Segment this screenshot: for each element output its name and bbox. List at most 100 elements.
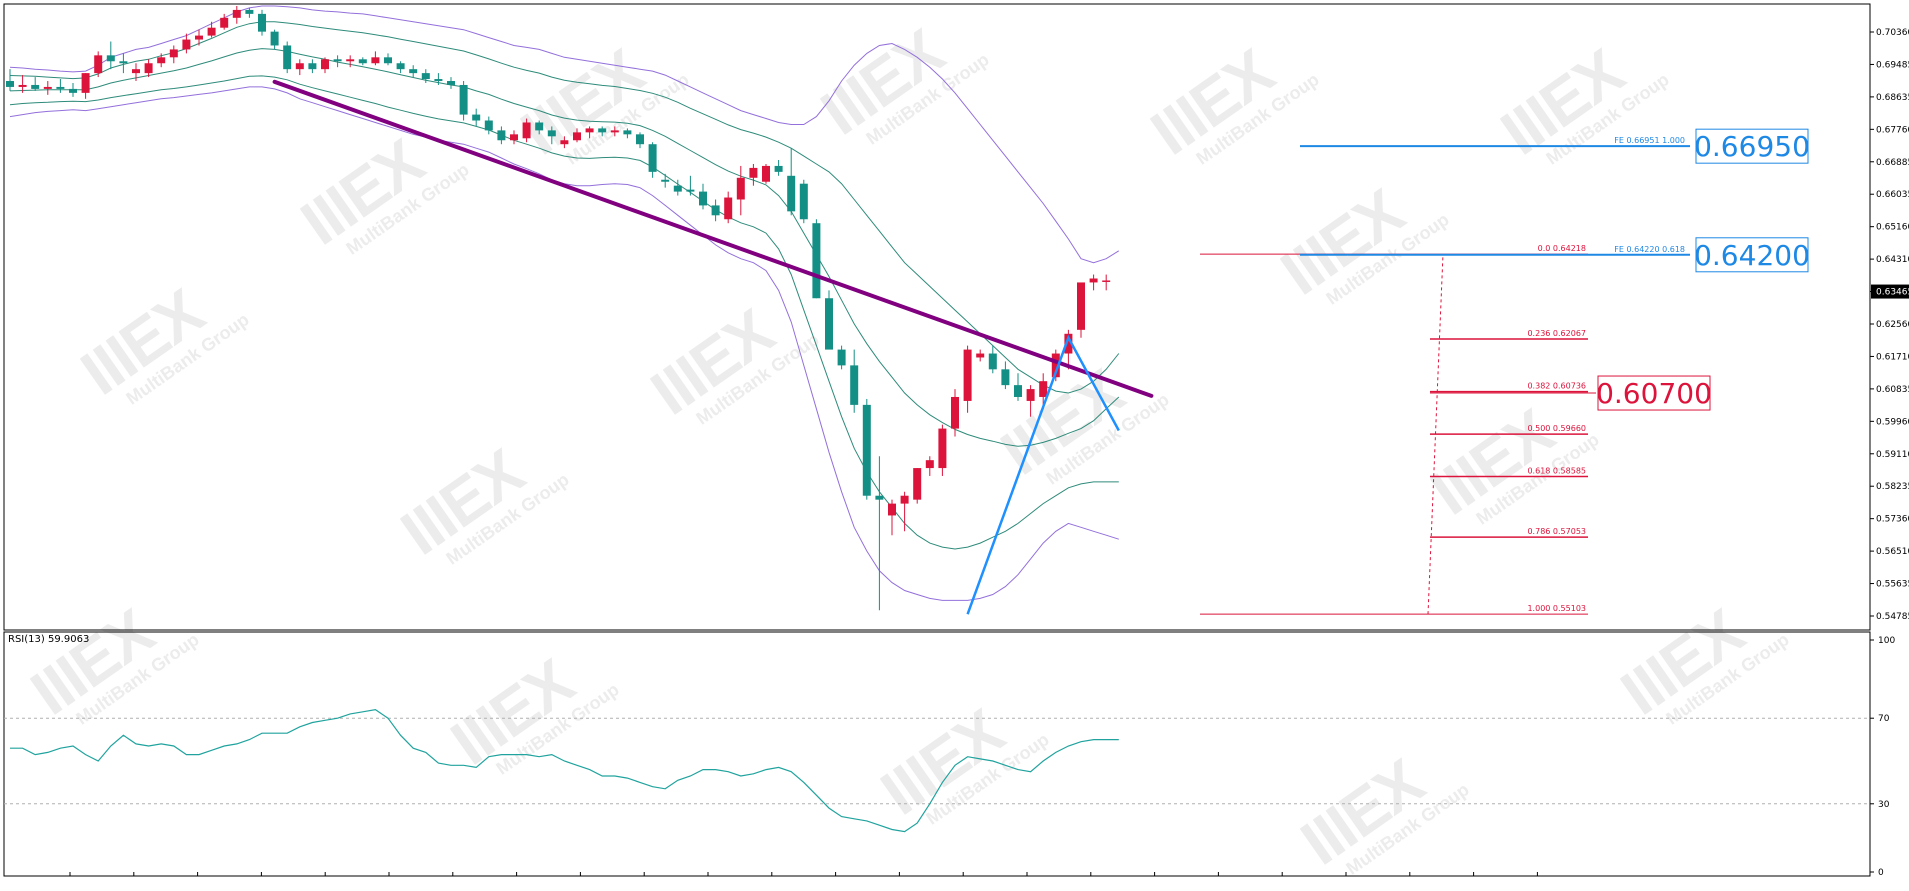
candle-body (421, 73, 430, 80)
zigzag-line (966, 334, 1120, 615)
candle-body (396, 63, 405, 70)
candle-body (900, 495, 909, 504)
rsi-panel (4, 708, 1870, 833)
price-axis-label: 0.58235 (1876, 482, 1909, 492)
candle-body (648, 144, 657, 172)
candle-body (837, 349, 846, 366)
bollinger-bands (9, 5, 1120, 601)
candle-body (409, 69, 418, 74)
price-callout-box (1695, 237, 1809, 273)
candle-body (295, 63, 304, 70)
fe-level-label: FE 0.64220 0.618 (1614, 245, 1685, 254)
candle-body (925, 460, 934, 469)
rsi-axis-label: 70 (1878, 714, 1890, 724)
price-callout-text: 0.64200 (1694, 239, 1810, 272)
candle-body (1102, 280, 1111, 282)
price-axis-label: 0.63465 (1876, 288, 1909, 298)
candle-body (774, 165, 783, 172)
candle-body (459, 84, 468, 115)
price-callout-box (1695, 128, 1809, 164)
candle-body (686, 189, 695, 192)
candle-body (963, 349, 972, 401)
candle-body (762, 165, 770, 182)
candle-body (636, 134, 644, 145)
trendline (272, 79, 1154, 398)
rsi-line (10, 708, 1119, 833)
candle-body (119, 61, 128, 64)
rsi-axis-label: 30 (1878, 800, 1890, 810)
candle-body (358, 59, 367, 64)
candle-body (913, 468, 922, 500)
price-callout-box (1597, 375, 1711, 411)
candle-body (169, 49, 178, 58)
candle-body (94, 55, 103, 74)
candle-body (825, 298, 833, 350)
candle-body (510, 134, 518, 141)
candle-body (308, 63, 317, 70)
current-price-marker (1871, 284, 1909, 299)
candle-body (598, 128, 607, 133)
price-axis-label: 0.66035 (1876, 190, 1909, 200)
candle-body (484, 120, 493, 131)
fib-level-label: 1.000 0.55103 (1527, 604, 1586, 613)
candle-body (333, 59, 342, 62)
main-panel-frame (3, 3, 1871, 877)
candle-body (976, 353, 985, 358)
candle-body (875, 495, 884, 500)
candle-body (472, 114, 481, 121)
candle-body (535, 122, 544, 131)
candle-body (182, 39, 191, 50)
rsi-panel-border (3, 631, 1871, 877)
candle-body (623, 130, 632, 135)
price-axis-label: 0.55635 (1876, 580, 1909, 590)
bb-middle-line (9, 48, 1120, 447)
candle-body (157, 57, 166, 64)
candle-body (497, 130, 506, 141)
candle-body (988, 353, 997, 370)
candle-body (207, 27, 216, 36)
candle-body (585, 128, 594, 133)
candle-body (850, 365, 859, 405)
candle-body (1014, 385, 1022, 397)
candle-body (232, 9, 241, 18)
candle-body (132, 69, 140, 74)
candle-body (56, 86, 65, 89)
candle-body (522, 122, 531, 139)
candle-body (661, 179, 670, 182)
candle-body (711, 205, 720, 216)
candle-body (447, 81, 455, 85)
candle-body (573, 132, 581, 141)
candle-body (245, 9, 254, 14)
price-callout: 0.66950 (1694, 128, 1810, 164)
candle-body (547, 130, 556, 137)
candle-body (1026, 389, 1035, 401)
price-axis-label: 0.54785 (1876, 612, 1909, 622)
candle-body (1051, 353, 1060, 378)
rsi-axis-label: 100 (1878, 636, 1895, 646)
candle-body (951, 396, 959, 429)
candle-body (31, 84, 40, 89)
price-callout: 0.60700 (1596, 375, 1712, 411)
price-axis-label: 0.60835 (1876, 385, 1909, 395)
fib-level-label: 0.500 0.59660 (1527, 424, 1586, 433)
bb-outer-lower-line (9, 86, 1119, 601)
candle-body (699, 191, 707, 206)
candle-body (862, 404, 871, 496)
candle-body (6, 81, 14, 87)
price-callout-text: 0.66950 (1694, 130, 1810, 163)
candle-body (18, 84, 27, 87)
candle-body (787, 175, 796, 212)
candle-body (258, 13, 266, 32)
fib-level-label: 0.618 0.58585 (1527, 467, 1586, 476)
overlays: 0.0 0.64218 0.236 0.62067 0.382 0.60736 0.5… (272, 79, 1810, 615)
fib-level-label: 0.0 0.64218 (1538, 244, 1586, 253)
candle-body (69, 88, 77, 93)
candle-body (270, 31, 279, 46)
